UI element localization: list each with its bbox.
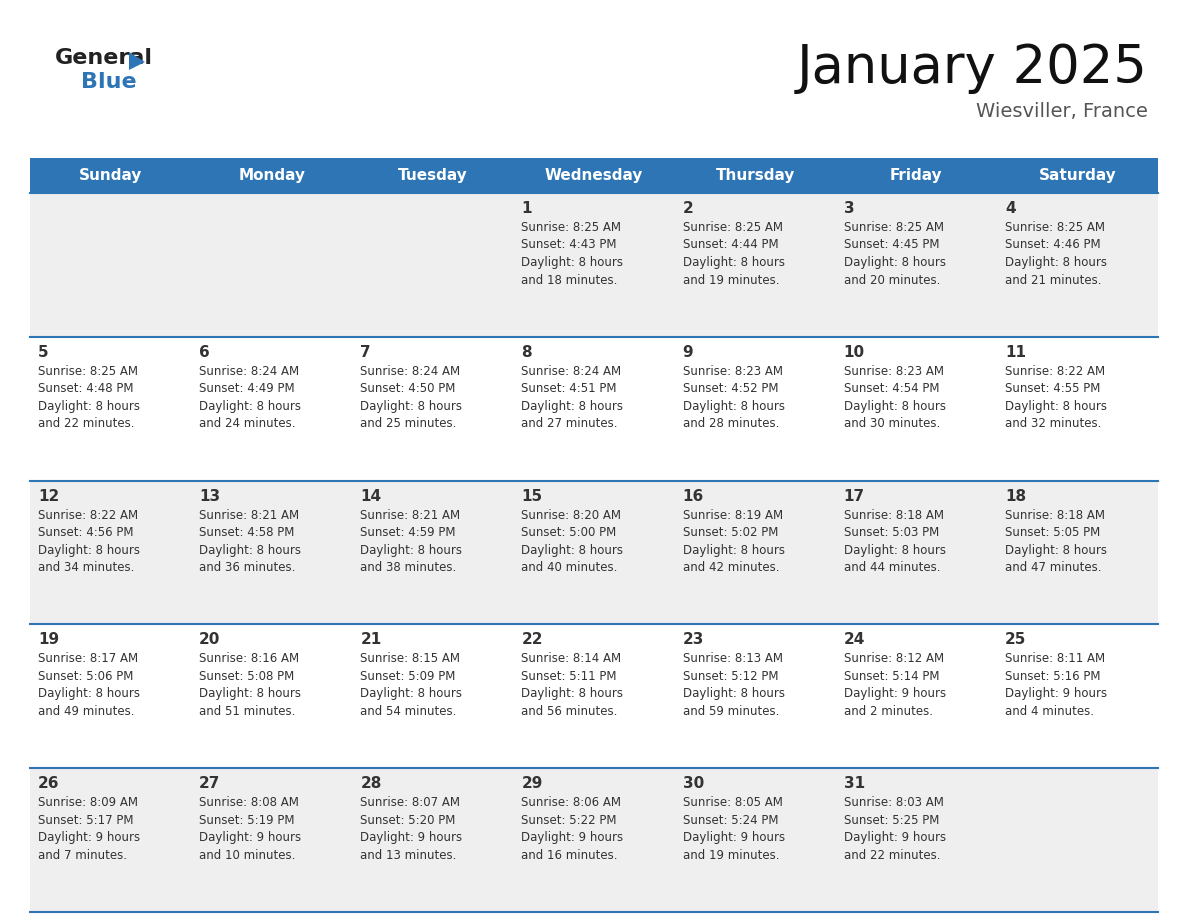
Text: 27: 27 [200, 777, 221, 791]
Text: Wiesviller, France: Wiesviller, France [977, 102, 1148, 121]
Text: 29: 29 [522, 777, 543, 791]
Text: 1: 1 [522, 201, 532, 216]
Text: Sunrise: 8:21 AM
Sunset: 4:58 PM
Daylight: 8 hours
and 36 minutes.: Sunrise: 8:21 AM Sunset: 4:58 PM Dayligh… [200, 509, 301, 574]
Text: Sunrise: 8:24 AM
Sunset: 4:50 PM
Daylight: 8 hours
and 25 minutes.: Sunrise: 8:24 AM Sunset: 4:50 PM Dayligh… [360, 364, 462, 431]
Text: Sunrise: 8:09 AM
Sunset: 5:17 PM
Daylight: 9 hours
and 7 minutes.: Sunrise: 8:09 AM Sunset: 5:17 PM Dayligh… [38, 796, 140, 862]
Text: 9: 9 [683, 345, 693, 360]
Text: 4: 4 [1005, 201, 1016, 216]
Text: 20: 20 [200, 633, 221, 647]
Bar [30, 337, 1158, 481]
Text: Sunrise: 8:23 AM
Sunset: 4:52 PM
Daylight: 8 hours
and 28 minutes.: Sunrise: 8:23 AM Sunset: 4:52 PM Dayligh… [683, 364, 784, 431]
Text: 10: 10 [843, 345, 865, 360]
Text: Friday: Friday [890, 168, 942, 183]
Text: Sunrise: 8:25 AM
Sunset: 4:48 PM
Daylight: 8 hours
and 22 minutes.: Sunrise: 8:25 AM Sunset: 4:48 PM Dayligh… [38, 364, 140, 431]
Text: 2: 2 [683, 201, 694, 216]
Text: Sunrise: 8:12 AM
Sunset: 5:14 PM
Daylight: 9 hours
and 2 minutes.: Sunrise: 8:12 AM Sunset: 5:14 PM Dayligh… [843, 653, 946, 718]
Text: 8: 8 [522, 345, 532, 360]
Text: 30: 30 [683, 777, 703, 791]
Text: Sunrise: 8:20 AM
Sunset: 5:00 PM
Daylight: 8 hours
and 40 minutes.: Sunrise: 8:20 AM Sunset: 5:00 PM Dayligh… [522, 509, 624, 574]
Text: Sunrise: 8:18 AM
Sunset: 5:05 PM
Daylight: 8 hours
and 47 minutes.: Sunrise: 8:18 AM Sunset: 5:05 PM Dayligh… [1005, 509, 1107, 574]
Text: Sunrise: 8:25 AM
Sunset: 4:45 PM
Daylight: 8 hours
and 20 minutes.: Sunrise: 8:25 AM Sunset: 4:45 PM Dayligh… [843, 221, 946, 286]
Text: 23: 23 [683, 633, 704, 647]
Text: Sunrise: 8:08 AM
Sunset: 5:19 PM
Daylight: 9 hours
and 10 minutes.: Sunrise: 8:08 AM Sunset: 5:19 PM Dayligh… [200, 796, 302, 862]
Bar [30, 768, 1158, 912]
Text: 15: 15 [522, 488, 543, 504]
Text: Thursday: Thursday [715, 168, 795, 183]
Text: Sunrise: 8:22 AM
Sunset: 4:56 PM
Daylight: 8 hours
and 34 minutes.: Sunrise: 8:22 AM Sunset: 4:56 PM Dayligh… [38, 509, 140, 574]
Text: Sunrise: 8:03 AM
Sunset: 5:25 PM
Daylight: 9 hours
and 22 minutes.: Sunrise: 8:03 AM Sunset: 5:25 PM Dayligh… [843, 796, 946, 862]
Text: Sunrise: 8:23 AM
Sunset: 4:54 PM
Daylight: 8 hours
and 30 minutes.: Sunrise: 8:23 AM Sunset: 4:54 PM Dayligh… [843, 364, 946, 431]
Text: 7: 7 [360, 345, 371, 360]
Text: Sunrise: 8:18 AM
Sunset: 5:03 PM
Daylight: 8 hours
and 44 minutes.: Sunrise: 8:18 AM Sunset: 5:03 PM Dayligh… [843, 509, 946, 574]
Text: 14: 14 [360, 488, 381, 504]
Text: 11: 11 [1005, 345, 1026, 360]
Text: 13: 13 [200, 488, 220, 504]
Text: 28: 28 [360, 777, 381, 791]
Text: 3: 3 [843, 201, 854, 216]
Bar [30, 481, 1158, 624]
Text: 19: 19 [38, 633, 59, 647]
Text: Wednesday: Wednesday [545, 168, 643, 183]
Text: Sunrise: 8:25 AM
Sunset: 4:46 PM
Daylight: 8 hours
and 21 minutes.: Sunrise: 8:25 AM Sunset: 4:46 PM Dayligh… [1005, 221, 1107, 286]
Text: 21: 21 [360, 633, 381, 647]
Text: 25: 25 [1005, 633, 1026, 647]
Text: General: General [55, 48, 153, 68]
Text: Sunrise: 8:16 AM
Sunset: 5:08 PM
Daylight: 8 hours
and 51 minutes.: Sunrise: 8:16 AM Sunset: 5:08 PM Dayligh… [200, 653, 301, 718]
Text: 16: 16 [683, 488, 703, 504]
Text: January 2025: January 2025 [797, 42, 1148, 94]
Text: Tuesday: Tuesday [398, 168, 468, 183]
Text: 12: 12 [38, 488, 59, 504]
Text: 17: 17 [843, 488, 865, 504]
Text: Sunrise: 8:14 AM
Sunset: 5:11 PM
Daylight: 8 hours
and 56 minutes.: Sunrise: 8:14 AM Sunset: 5:11 PM Dayligh… [522, 653, 624, 718]
Text: Saturday: Saturday [1038, 168, 1117, 183]
Text: Blue: Blue [81, 72, 137, 92]
Bar [30, 624, 1158, 768]
Text: 31: 31 [843, 777, 865, 791]
Text: Sunrise: 8:25 AM
Sunset: 4:43 PM
Daylight: 8 hours
and 18 minutes.: Sunrise: 8:25 AM Sunset: 4:43 PM Dayligh… [522, 221, 624, 286]
Text: Sunrise: 8:22 AM
Sunset: 4:55 PM
Daylight: 8 hours
and 32 minutes.: Sunrise: 8:22 AM Sunset: 4:55 PM Dayligh… [1005, 364, 1107, 431]
Text: 26: 26 [38, 777, 59, 791]
Text: Sunrise: 8:21 AM
Sunset: 4:59 PM
Daylight: 8 hours
and 38 minutes.: Sunrise: 8:21 AM Sunset: 4:59 PM Dayligh… [360, 509, 462, 574]
Text: Sunrise: 8:17 AM
Sunset: 5:06 PM
Daylight: 8 hours
and 49 minutes.: Sunrise: 8:17 AM Sunset: 5:06 PM Dayligh… [38, 653, 140, 718]
Text: 5: 5 [38, 345, 49, 360]
Bar [30, 193, 1158, 337]
Text: Sunrise: 8:19 AM
Sunset: 5:02 PM
Daylight: 8 hours
and 42 minutes.: Sunrise: 8:19 AM Sunset: 5:02 PM Dayligh… [683, 509, 784, 574]
Text: Sunrise: 8:13 AM
Sunset: 5:12 PM
Daylight: 8 hours
and 59 minutes.: Sunrise: 8:13 AM Sunset: 5:12 PM Dayligh… [683, 653, 784, 718]
Text: Sunrise: 8:06 AM
Sunset: 5:22 PM
Daylight: 9 hours
and 16 minutes.: Sunrise: 8:06 AM Sunset: 5:22 PM Dayligh… [522, 796, 624, 862]
Text: 18: 18 [1005, 488, 1026, 504]
Text: 24: 24 [843, 633, 865, 647]
Text: Sunrise: 8:15 AM
Sunset: 5:09 PM
Daylight: 8 hours
and 54 minutes.: Sunrise: 8:15 AM Sunset: 5:09 PM Dayligh… [360, 653, 462, 718]
Polygon shape [129, 52, 145, 70]
Text: Monday: Monday [239, 168, 305, 183]
Text: Sunrise: 8:07 AM
Sunset: 5:20 PM
Daylight: 9 hours
and 13 minutes.: Sunrise: 8:07 AM Sunset: 5:20 PM Dayligh… [360, 796, 462, 862]
Bar [30, 158, 1158, 193]
Text: Sunrise: 8:05 AM
Sunset: 5:24 PM
Daylight: 9 hours
and 19 minutes.: Sunrise: 8:05 AM Sunset: 5:24 PM Dayligh… [683, 796, 785, 862]
Text: Sunday: Sunday [78, 168, 143, 183]
Text: 22: 22 [522, 633, 543, 647]
Text: Sunrise: 8:24 AM
Sunset: 4:49 PM
Daylight: 8 hours
and 24 minutes.: Sunrise: 8:24 AM Sunset: 4:49 PM Dayligh… [200, 364, 301, 431]
Text: Sunrise: 8:24 AM
Sunset: 4:51 PM
Daylight: 8 hours
and 27 minutes.: Sunrise: 8:24 AM Sunset: 4:51 PM Dayligh… [522, 364, 624, 431]
Text: Sunrise: 8:25 AM
Sunset: 4:44 PM
Daylight: 8 hours
and 19 minutes.: Sunrise: 8:25 AM Sunset: 4:44 PM Dayligh… [683, 221, 784, 286]
Text: 6: 6 [200, 345, 210, 360]
Text: Sunrise: 8:11 AM
Sunset: 5:16 PM
Daylight: 9 hours
and 4 minutes.: Sunrise: 8:11 AM Sunset: 5:16 PM Dayligh… [1005, 653, 1107, 718]
